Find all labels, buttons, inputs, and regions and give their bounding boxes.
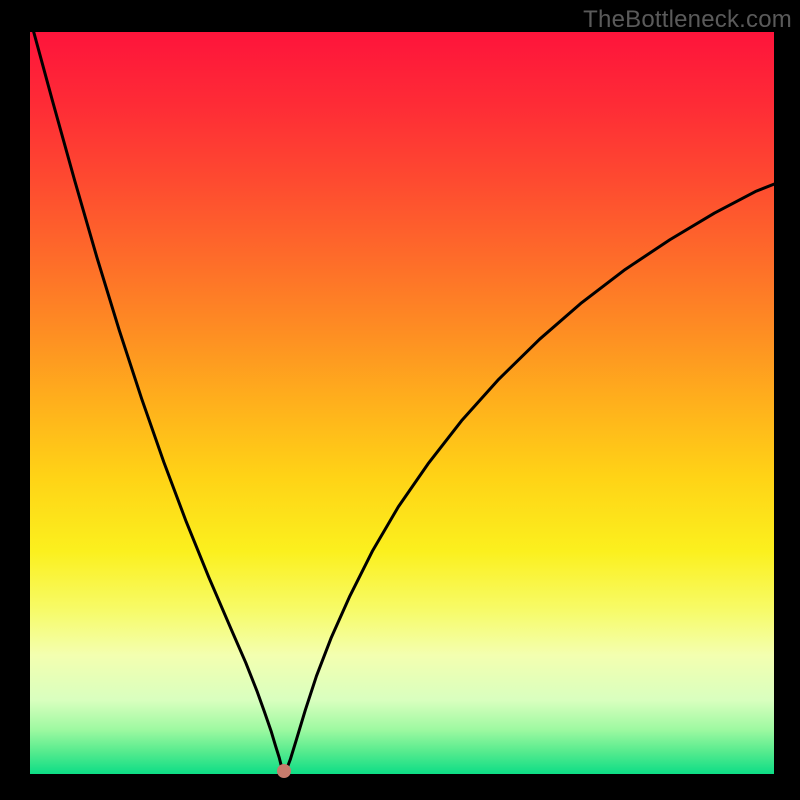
watermark-text: TheBottleneck.com [583, 6, 792, 34]
plot-area [30, 32, 774, 774]
canvas: TheBottleneck.com [0, 0, 800, 800]
chart-svg [30, 32, 774, 774]
optimal-point-marker [277, 764, 291, 778]
